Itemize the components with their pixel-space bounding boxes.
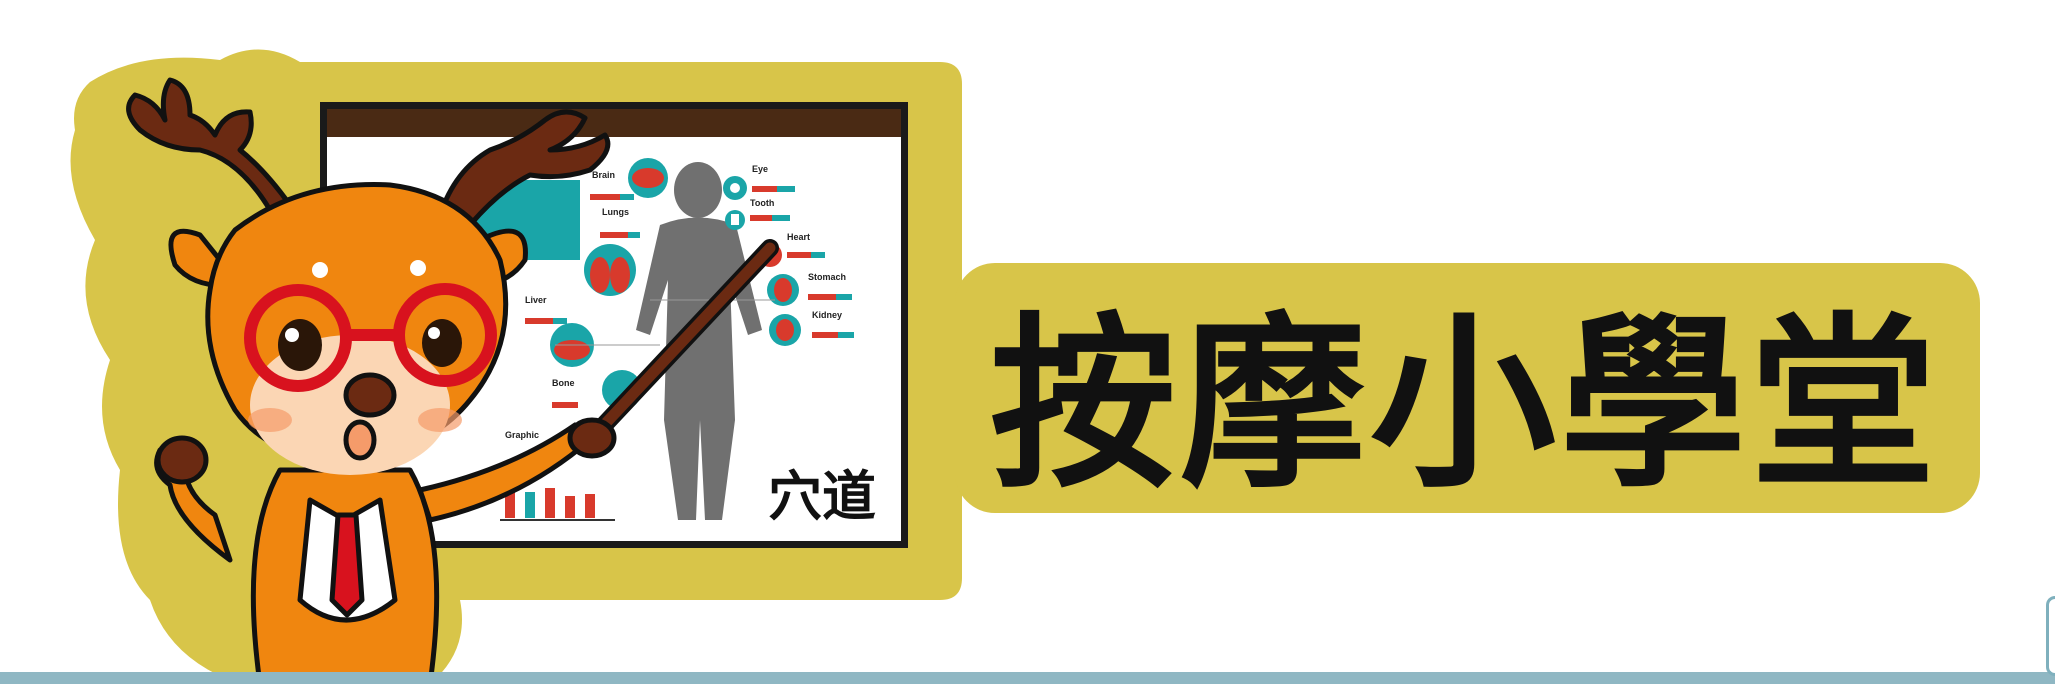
brain-icon xyxy=(628,158,668,198)
tie xyxy=(329,512,365,618)
lungs-icon xyxy=(584,244,636,296)
label-graphic: Graphic xyxy=(505,430,539,440)
title-plate xyxy=(955,263,1980,513)
bottom-band xyxy=(0,672,2055,684)
board-label: 穴道 xyxy=(768,464,876,528)
label-stomach: Stomach xyxy=(808,272,846,282)
pointer-stick xyxy=(567,239,779,459)
stomach-icon xyxy=(767,274,799,306)
right-hand xyxy=(567,417,617,459)
label-tooth: Tooth xyxy=(750,198,774,208)
right-antler xyxy=(437,109,611,228)
kidney-icon xyxy=(769,314,801,346)
edge-mark xyxy=(2046,596,2055,676)
page-title: 按摩小學堂 xyxy=(989,294,1940,513)
label-kidney: Kidney xyxy=(812,310,842,320)
label-eye: Eye xyxy=(752,164,768,174)
deer-mascot xyxy=(126,77,611,684)
label-bone: Bone xyxy=(552,378,575,388)
glasses xyxy=(244,283,497,392)
left-hand xyxy=(155,435,209,485)
label-brain: Brain xyxy=(592,170,615,180)
label-heart: Heart xyxy=(787,232,810,242)
left-antler xyxy=(126,77,293,213)
eye-icon xyxy=(723,176,747,200)
tooth-icon xyxy=(725,210,745,230)
label-lungs: Lungs xyxy=(602,207,629,217)
body-silhouette xyxy=(636,162,762,520)
info-bars xyxy=(500,186,854,521)
label-liver: Liver xyxy=(525,295,547,305)
